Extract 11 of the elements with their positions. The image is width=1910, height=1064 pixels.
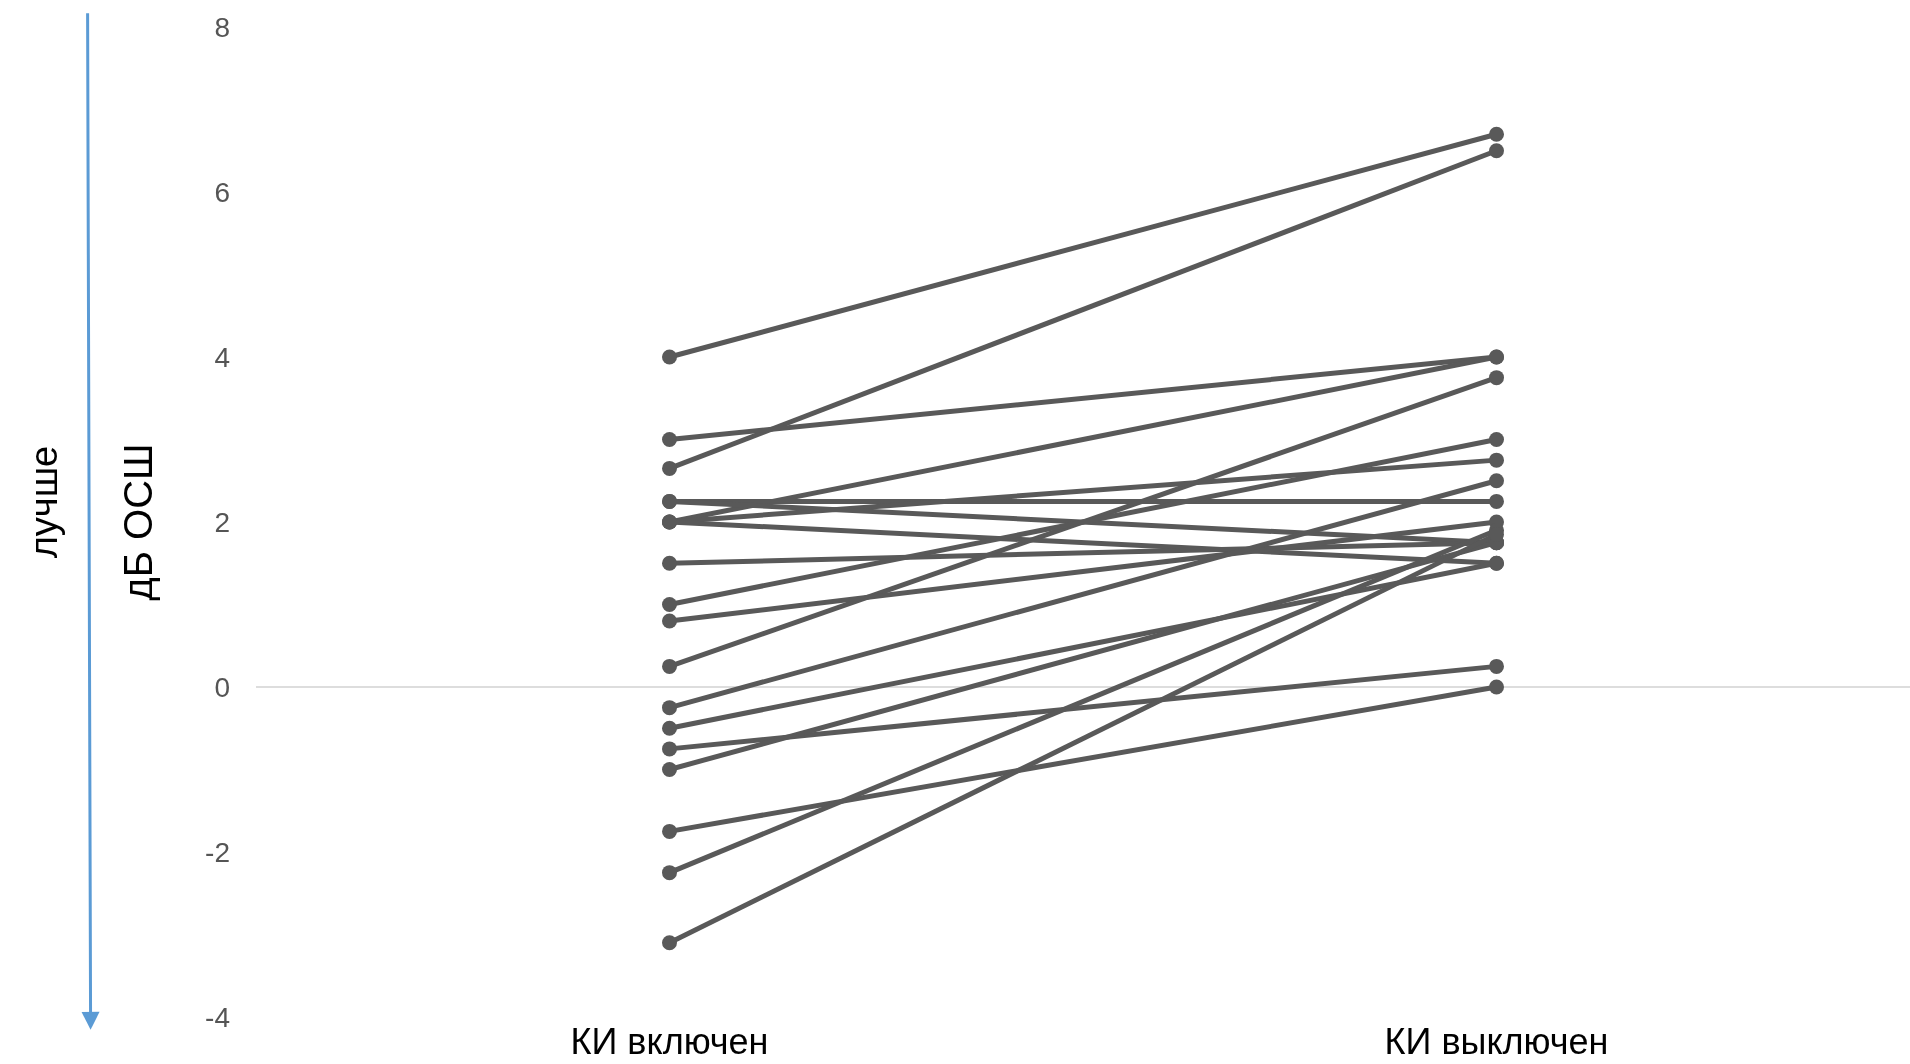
y-tick-label: 8: [214, 11, 230, 43]
y-tick-label: 2: [214, 506, 230, 538]
y-tick-label: 0: [214, 671, 230, 703]
y-tick-label: 4: [214, 341, 230, 373]
y-tick-label: -4: [205, 1001, 230, 1033]
x-tick-label: КИ включен: [570, 1021, 769, 1062]
y-tick-label: -2: [205, 836, 230, 868]
y-tick-label: 6: [214, 176, 230, 208]
y-axis-title: дБ ОСШ: [115, 443, 160, 601]
x-tick-label: КИ выключен: [1384, 1021, 1609, 1062]
text: лучше: [22, 445, 65, 559]
